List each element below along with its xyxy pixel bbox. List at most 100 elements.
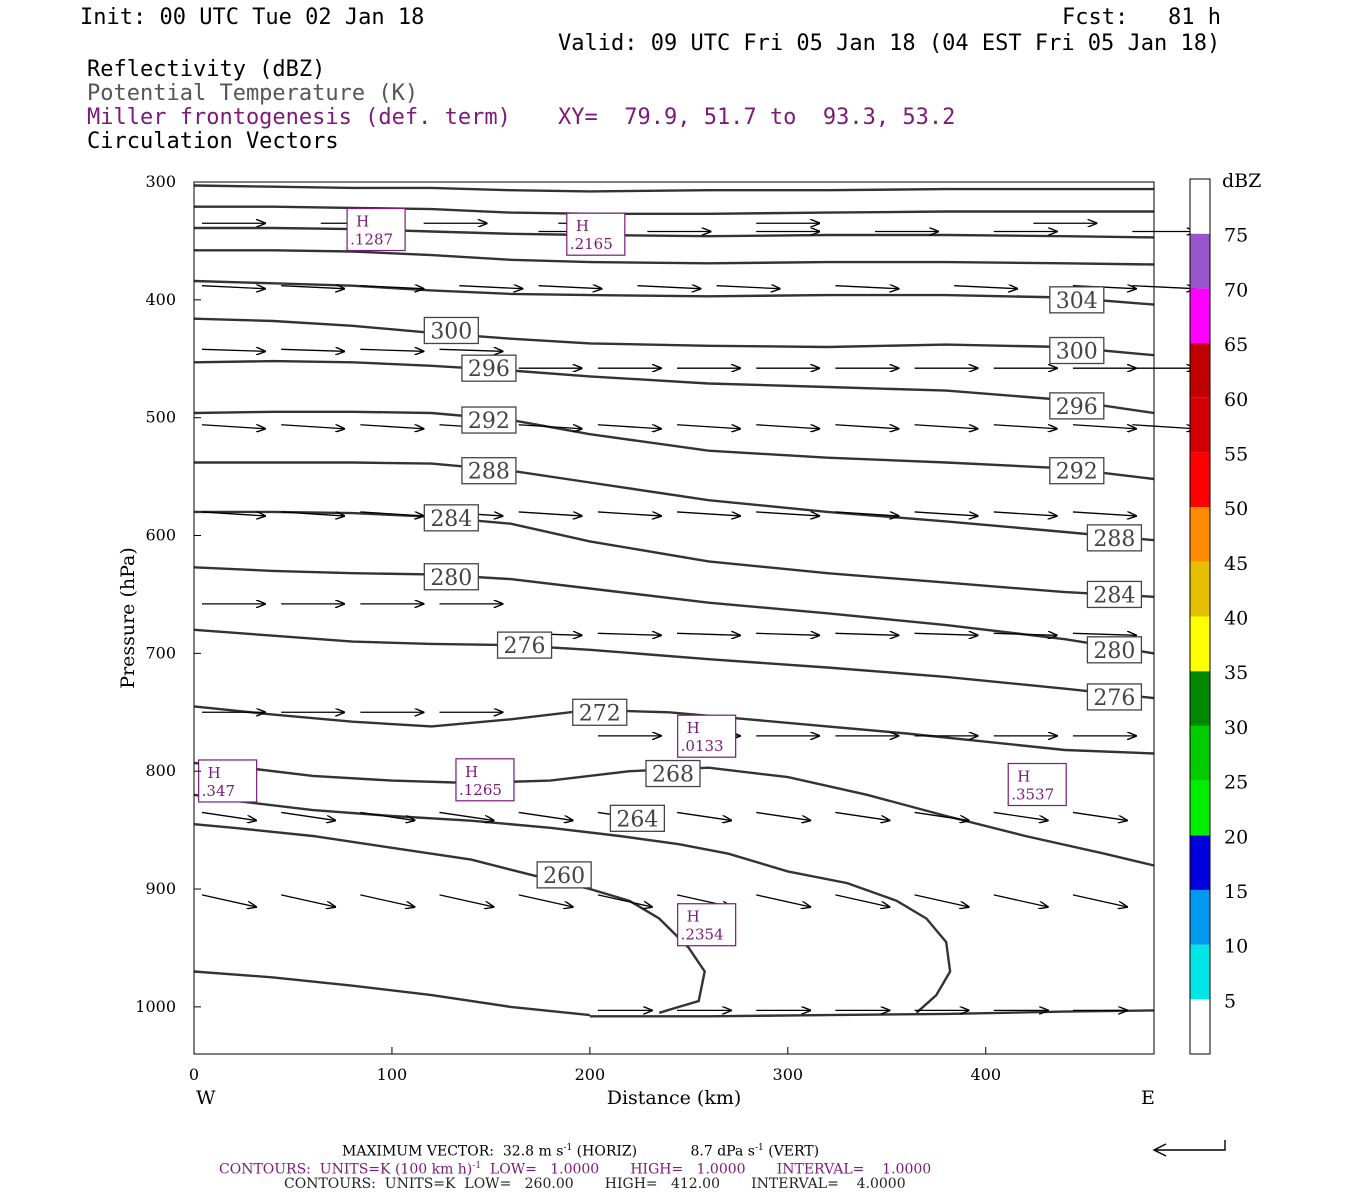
svg-text:272: 272 (579, 701, 621, 726)
circulation-vector (993, 894, 1048, 907)
circulation-vector (439, 349, 503, 351)
circulation-vector (360, 511, 423, 516)
svg-text:276: 276 (1093, 686, 1135, 711)
x-tick-label: 300 (773, 1065, 804, 1084)
contours1-units: CONTOURS: UNITS=K (100 km h) (219, 1161, 473, 1178)
colorbar-frame (1189, 178, 1211, 1055)
colorbar-level-label: 15 (1224, 881, 1248, 903)
theta-contour-324 (589, 1009, 1155, 1018)
circulation-vector (281, 349, 344, 351)
circulation-vector (597, 633, 661, 635)
plot-frame (193, 181, 1155, 1055)
circulation-vector (201, 811, 256, 820)
svg-text:.1265: .1265 (459, 781, 502, 799)
colorbar-level-label: 70 (1224, 279, 1248, 301)
y-tick-label: 700 (145, 643, 176, 662)
contour-label: 276 (496, 631, 553, 659)
circulation-vector (360, 811, 414, 820)
frontogenesis-high: H.1287 (346, 207, 406, 252)
colorbar-swatch (1190, 179, 1210, 234)
contour-label: 296 (461, 354, 517, 382)
y-tick-label: 300 (145, 172, 176, 191)
colorbar-level-label: 50 (1224, 498, 1248, 520)
frontogenesis-high: H.2165 (566, 212, 626, 256)
circulation-vector (597, 894, 652, 907)
max-vector-vert-unit: (VERT) (768, 1143, 820, 1160)
svg-text:H: H (208, 764, 221, 782)
circulation-vector (676, 811, 731, 820)
circulation-vector (1072, 424, 1136, 429)
max-vector-horiz: 32.8 m s (502, 1143, 564, 1160)
circulation-vector (835, 511, 898, 516)
max-vector-horiz-unit: (HORIZ) (576, 1143, 638, 1160)
circulation-vector (597, 511, 661, 516)
theta-contour-308 (194, 249, 1155, 266)
y-tick-label: 500 (145, 408, 176, 427)
circulation-vector (201, 511, 265, 516)
circulation-vector (835, 424, 898, 429)
theta-contour-312 (194, 226, 1155, 239)
circulation-vector (597, 424, 661, 429)
circulation-vector (201, 424, 265, 429)
circulation-vector (1072, 511, 1136, 516)
contour-label: 300 (1049, 336, 1105, 365)
colorbar-swatch (1190, 507, 1210, 562)
x-tick-label: 100 (377, 1065, 408, 1084)
colorbar-swatch (1190, 343, 1210, 398)
contours1-range: LOW= 1.0000 HIGH= 1.0000 INTERVAL= 1.000… (481, 1161, 932, 1178)
circulation-vector (360, 424, 423, 429)
reference-vector-icon (1152, 1140, 1226, 1157)
colorbar-unit: dBZ (1222, 170, 1261, 192)
circulation-vector (756, 511, 819, 516)
theta-contour-296 (193, 359, 1155, 415)
theta-contour-260 (193, 823, 706, 1014)
circulation-vector (954, 286, 1017, 289)
circulation-vector (360, 286, 423, 289)
svg-text:296: 296 (468, 357, 510, 382)
contour-label: 272 (572, 698, 628, 726)
colorbar-level-label: 20 (1224, 826, 1248, 848)
contour-label: 264 (609, 804, 666, 832)
contours-theta-info: CONTOURS: UNITS=K LOW= 260.00 HIGH= 412.… (284, 1176, 906, 1192)
colorbar-level-label: 55 (1224, 443, 1248, 465)
frontogenesis-high: H.0133 (677, 714, 737, 758)
svg-text:276: 276 (504, 634, 546, 659)
contour-label: 292 (461, 406, 517, 434)
circulation-vector (993, 511, 1057, 516)
field-reflectivity: Reflectivity (dBZ) (87, 57, 326, 82)
circulation-vector (518, 894, 573, 907)
frontogenesis-high: H.347 (198, 759, 258, 803)
theta-contour-316 (194, 205, 1154, 215)
circulation-vector (993, 811, 1048, 820)
max-vector-vert: 8.7 dPa s (690, 1143, 755, 1160)
y-tick-label: 1000 (135, 997, 176, 1016)
circulation-vector (538, 286, 601, 289)
contour-label: 304 (1049, 286, 1105, 314)
svg-text:280: 280 (1093, 639, 1135, 664)
circulation-vector (1072, 633, 1136, 635)
contours-frontogenesis-info: CONTOURS: UNITS=K (100 km h)-1 LOW= 1.00… (219, 1161, 932, 1178)
theta-contour-264 (193, 793, 952, 1014)
circulation-vector (756, 894, 810, 907)
contour-label: 300 (423, 316, 479, 344)
circulation-vector (637, 286, 700, 289)
colorbar-level-label: 75 (1224, 225, 1248, 247)
field-circulation-vectors: Circulation Vectors (87, 129, 339, 154)
colorbar-level-label: 45 (1224, 553, 1248, 575)
y-axis-label: Pressure (hPa) (117, 547, 139, 689)
colorbar-swatch (1190, 725, 1210, 781)
contour-label: 260 (536, 861, 592, 889)
circulation-vector (360, 349, 423, 351)
svg-text:.2354: .2354 (681, 926, 724, 944)
theta-contour-288 (194, 461, 1155, 542)
svg-text:.0133: .0133 (681, 737, 724, 755)
colorbar-swatch (1190, 835, 1210, 890)
y-tick-label: 800 (145, 761, 176, 780)
svg-text:.1287: .1287 (350, 230, 393, 248)
circulation-vector (439, 811, 494, 820)
circulation-vector (835, 894, 889, 907)
svg-text:H: H (356, 212, 369, 230)
svg-text:H: H (465, 763, 478, 781)
forecast-hour: Fcst: 81 h (1062, 5, 1221, 30)
y-tick-label: 400 (145, 290, 176, 309)
